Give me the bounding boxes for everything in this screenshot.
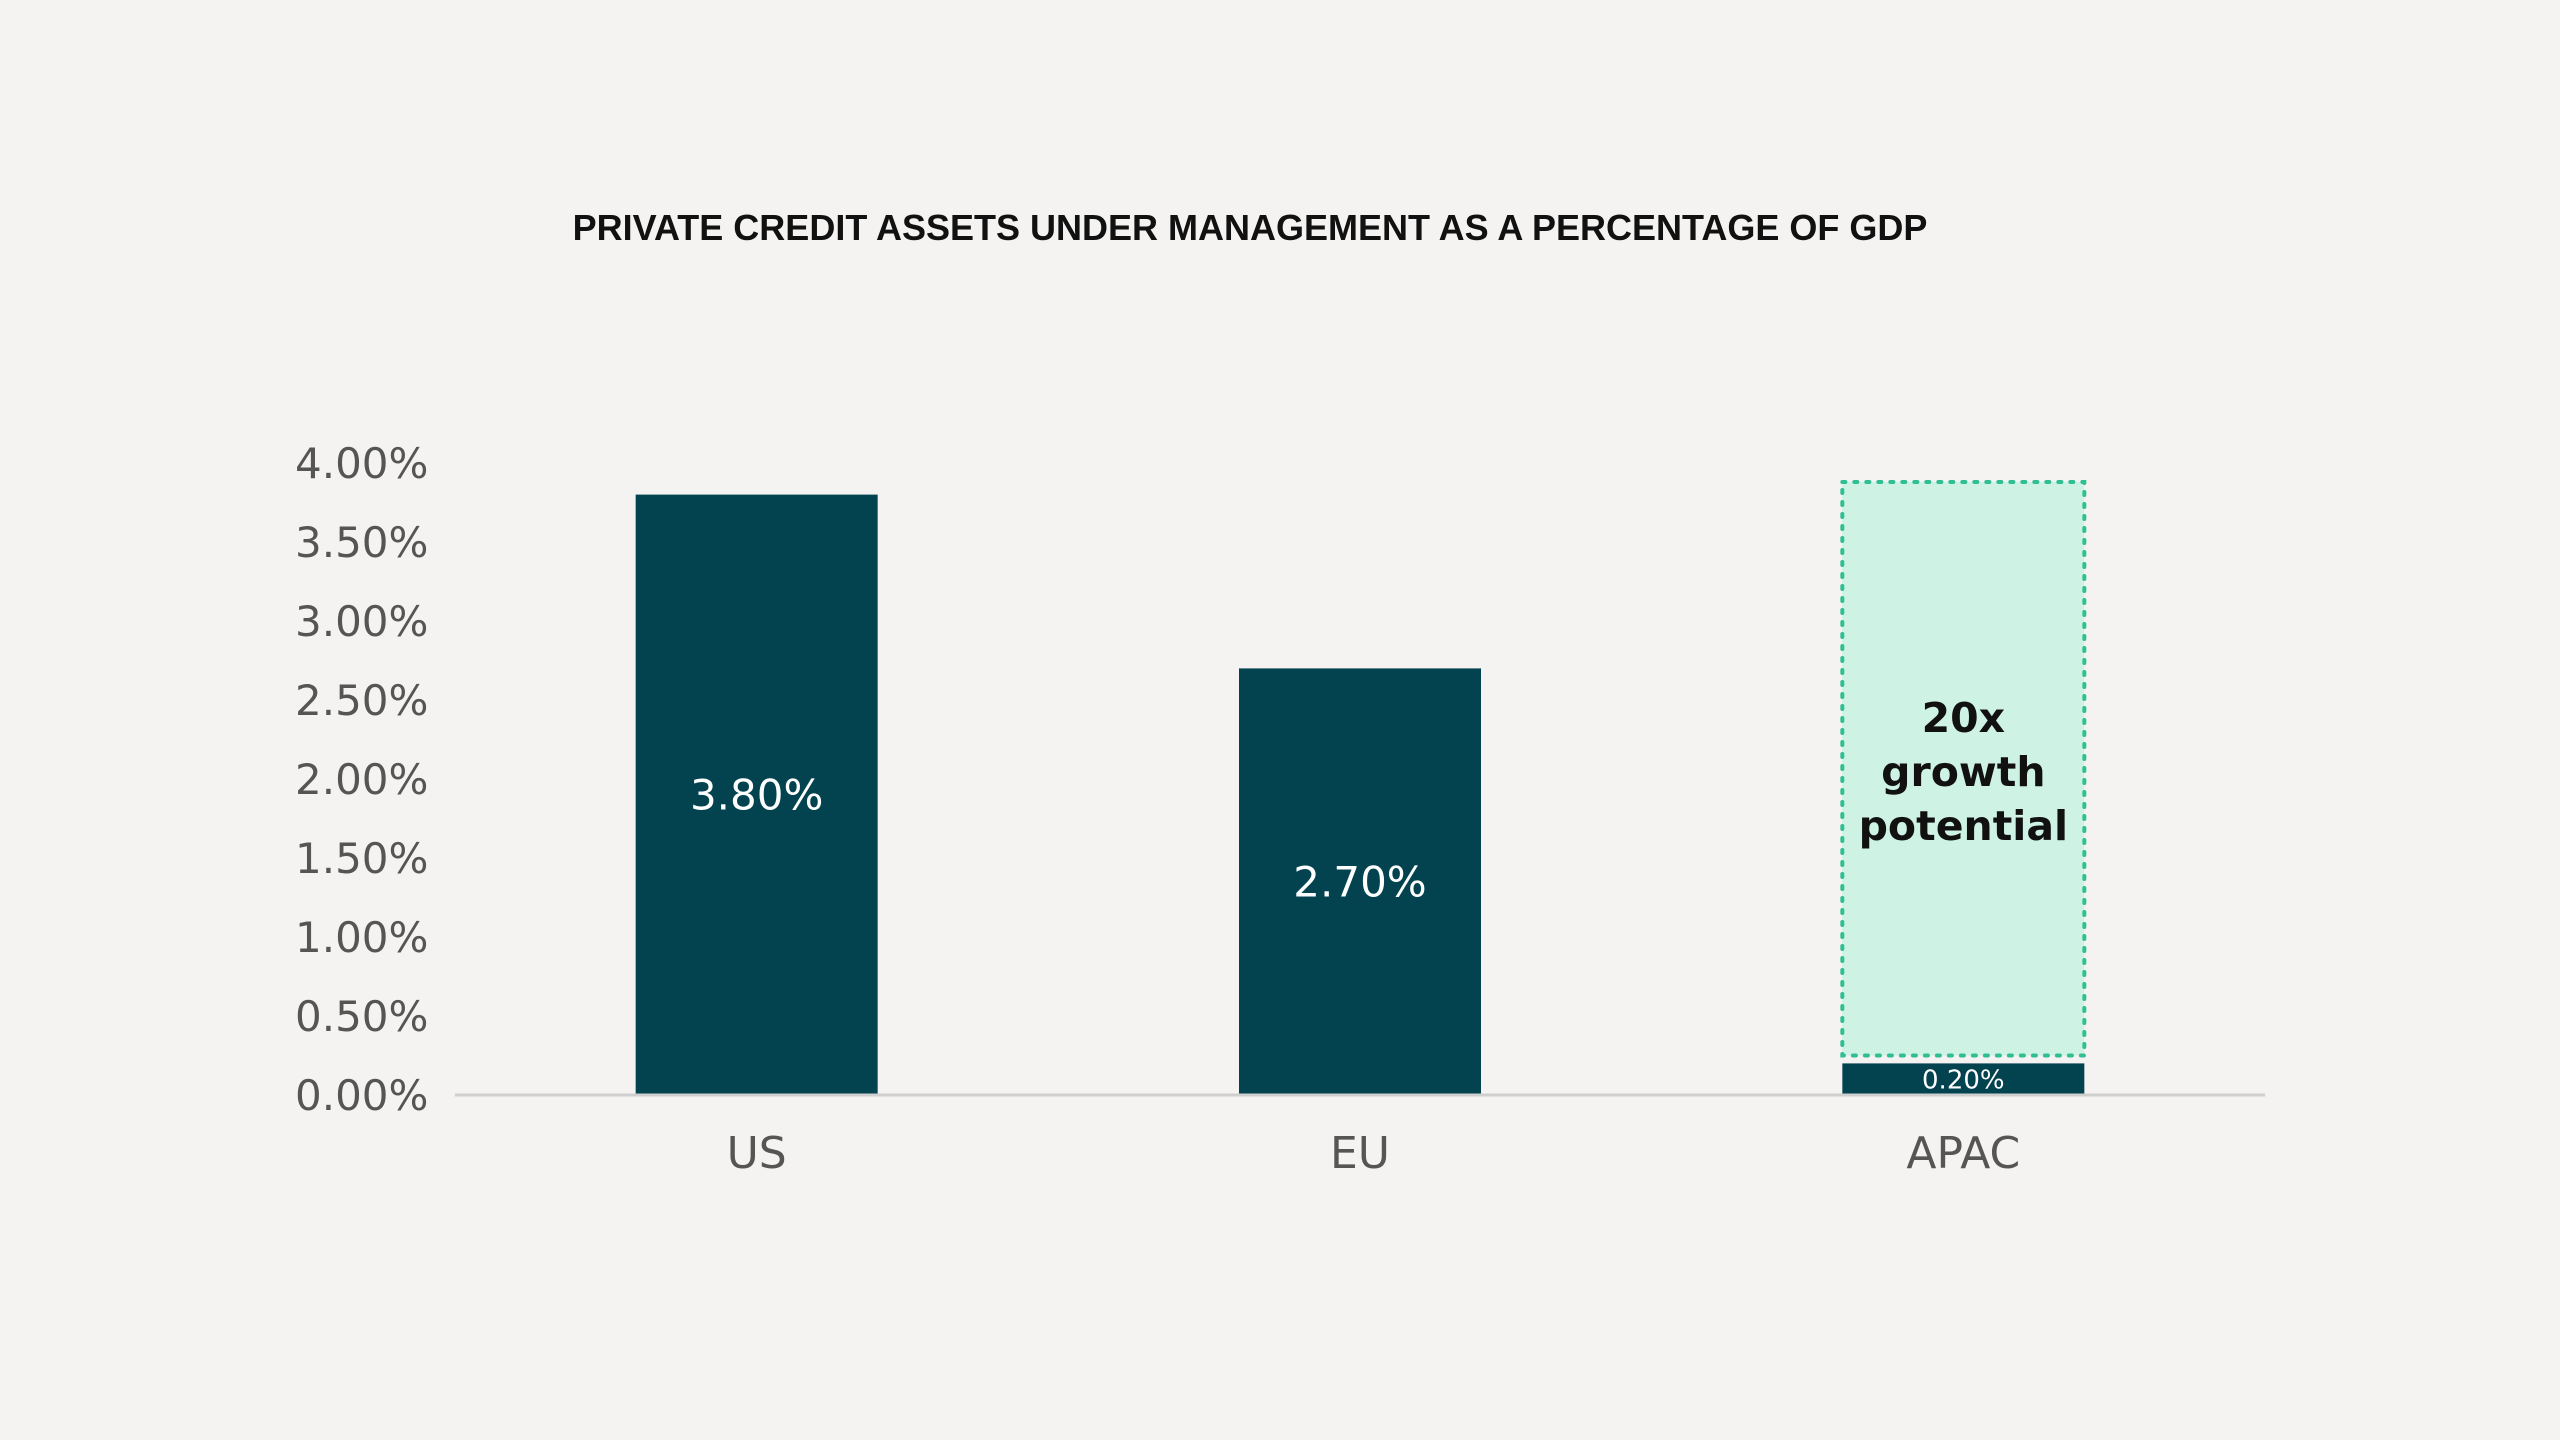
y-tick-label: 0.50%: [295, 992, 428, 1041]
annotation-text-line: 20x: [1922, 694, 2006, 742]
annotation-text-line: potential: [1859, 802, 2068, 850]
y-tick-label: 4.00%: [295, 439, 428, 488]
x-tick-label: EU: [1330, 1128, 1390, 1179]
y-tick-label: 3.50%: [295, 518, 428, 567]
bar-data-label: 0.20%: [1922, 1065, 2005, 1095]
annotation-text-line: growth: [1881, 748, 2045, 796]
y-tick-label: 1.50%: [295, 834, 428, 883]
y-tick-label: 1.00%: [295, 913, 428, 962]
y-tick-label: 3.00%: [295, 597, 428, 646]
y-tick-label: 0.00%: [295, 1071, 428, 1120]
annotation-box: [1840, 479, 2087, 1058]
bar-data-label: 2.70%: [1293, 857, 1426, 906]
bar-data-label: 3.80%: [690, 771, 823, 820]
chart-title: PRIVATE CREDIT ASSETS UNDER MANAGEMENT A…: [573, 207, 1928, 248]
y-tick-label: 2.00%: [295, 755, 428, 804]
x-tick-label: APAC: [1906, 1128, 2020, 1179]
annotation-layer: 20x growth potential: [1840, 479, 2087, 1058]
bar-eu: [1239, 668, 1481, 1095]
bar-apac: [1842, 1063, 2085, 1095]
bar-us: [635, 494, 878, 1096]
x-axis: US EU APAC: [455, 1093, 2265, 1179]
bars-layer: 3.80% 2.70% 0.20%: [635, 494, 2085, 1096]
y-axis: 0.00% 0.50% 1.00% 1.50% 2.00% 2.50% 3.00% 3.50%…: [295, 439, 428, 1120]
y-tick-label: 2.50%: [295, 676, 428, 725]
x-tick-label: US: [727, 1128, 787, 1179]
